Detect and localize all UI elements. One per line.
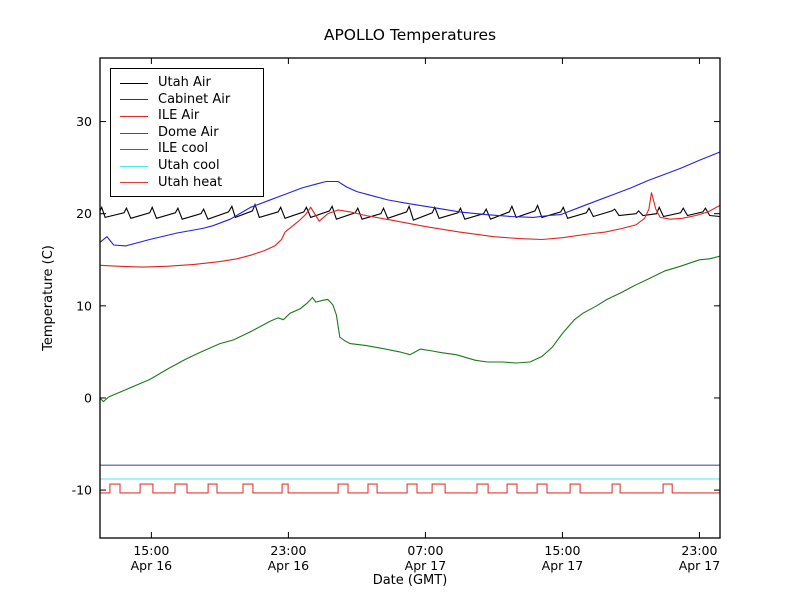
x-tick-label: 23:00	[270, 543, 306, 558]
utah-cool-line-swatch	[120, 165, 148, 167]
dome-air-line-swatch	[120, 132, 148, 134]
legend-label: ILE Air	[158, 108, 200, 124]
legend-item-utah-air: Utah Air	[111, 75, 263, 92]
utah-heat-line-swatch	[120, 182, 148, 184]
x-tick-sublabel: Apr 17	[542, 558, 584, 573]
y-tick-label: -10	[72, 483, 92, 498]
x-tick-label: 15:00	[133, 543, 169, 558]
chart-title: APOLLO Temperatures	[324, 26, 496, 44]
x-tick-sublabel: Apr 16	[268, 558, 310, 573]
series-cabinet-air	[99, 151, 721, 247]
y-tick-label: 10	[76, 298, 92, 313]
cabinet-air-line-swatch	[120, 99, 148, 101]
y-axis-label: Temperature (C)	[41, 245, 56, 352]
legend-box: Utah Air Cabinet Air ILE Air Dome Air IL…	[110, 68, 264, 198]
legend-label: ILE cool	[158, 141, 209, 157]
legend-item-dome-air: Dome Air	[111, 125, 263, 142]
series-ile-air	[99, 192, 721, 268]
legend-label: Dome Air	[158, 124, 219, 140]
legend-item-utah-heat: Utah heat	[111, 175, 263, 192]
utah-air-line-swatch	[120, 82, 148, 84]
x-tick-sublabel: Apr 17	[405, 558, 447, 573]
x-axis-label: Date (GMT)	[373, 573, 448, 588]
legend-label: Cabinet Air	[158, 91, 231, 107]
y-tick-label: 0	[84, 390, 92, 405]
x-tick-sublabel: Apr 17	[679, 558, 721, 573]
y-tick-label: 30	[76, 114, 92, 129]
ile-air-line-swatch	[120, 115, 148, 117]
x-tick-label: 23:00	[681, 543, 717, 558]
series-utah-air	[99, 202, 721, 221]
series-dome-air	[99, 255, 721, 403]
legend-label: Utah Air	[158, 75, 211, 90]
plot-border	[99, 57, 721, 539]
ile-cool-line-swatch	[120, 149, 148, 151]
series-lines	[99, 151, 721, 494]
x-tick-sublabel: Apr 16	[131, 558, 173, 573]
legend-item-ile-cool: ILE cool	[111, 141, 263, 158]
x-tick-label: 15:00	[544, 543, 580, 558]
x-tick-label: 07:00	[407, 543, 443, 558]
legend-label: Utah cool	[158, 157, 220, 173]
series-utah-heat	[100, 483, 720, 494]
legend-label: Utah heat	[158, 174, 223, 190]
y-tick-label: 20	[76, 206, 92, 221]
legend-item-utah-cool: Utah cool	[111, 158, 263, 175]
legend-item-ile-air: ILE Air	[111, 108, 263, 125]
legend-item-cabinet-air: Cabinet Air	[111, 92, 263, 109]
